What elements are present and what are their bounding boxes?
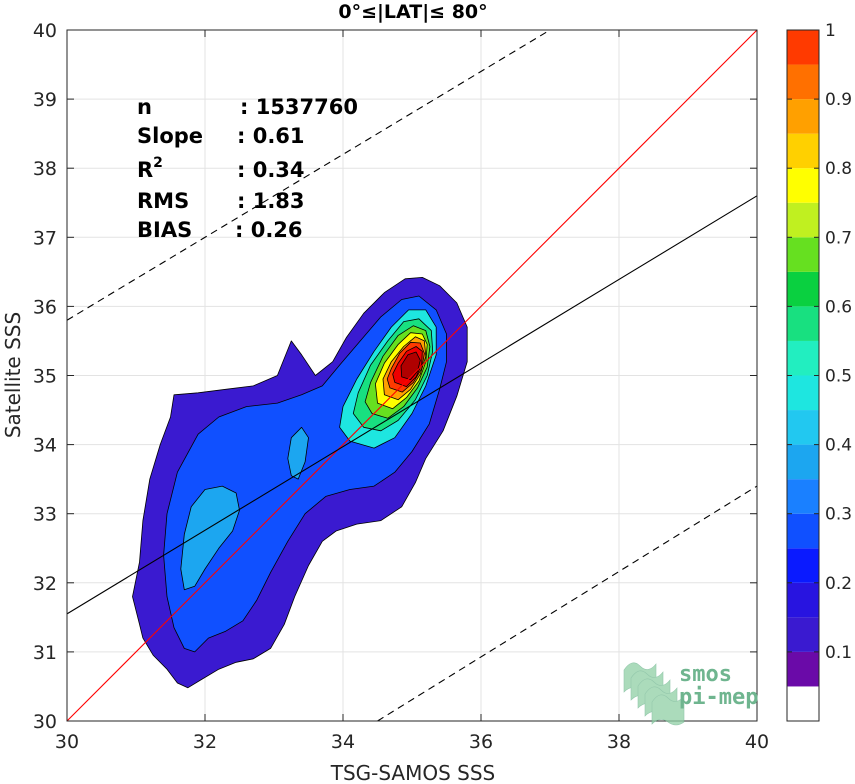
y-tick-label: 37 <box>33 227 57 249</box>
stat-value: : 0.61 <box>237 124 305 148</box>
density-contour <box>287 426 309 480</box>
colorbar-segment <box>787 686 819 721</box>
y-tick-labels: 30 31 32 33 34 35 36 37 38 39 40 <box>33 20 57 733</box>
colorbar-segment <box>787 340 819 376</box>
colorbar-segment <box>787 271 819 307</box>
colorbar-segment <box>787 168 819 203</box>
y-tick-label: 33 <box>33 504 57 526</box>
colorbar-tick-label: 0.3 <box>825 505 852 525</box>
x-tick-label: 34 <box>331 731 355 753</box>
x-tick-label: 30 <box>55 731 79 753</box>
colorbar-segment <box>787 617 819 652</box>
y-tick-label: 35 <box>33 366 57 388</box>
stat-value: : 1.83 <box>237 189 305 213</box>
colorbar-segment <box>787 444 819 480</box>
colorbar-tick-label: 0.4 <box>825 436 852 456</box>
density-contours <box>132 276 468 689</box>
y-tick-label: 30 <box>33 711 57 733</box>
colorbar-segment <box>787 548 819 583</box>
colorbar-tick-label: 0.8 <box>825 159 852 179</box>
plot-frame <box>66 29 758 722</box>
colorbar-segment <box>787 651 819 687</box>
y-tick-label: 40 <box>33 20 57 42</box>
one-to-one-line <box>66 29 758 722</box>
colorbar-tick-label: 0.6 <box>825 297 852 317</box>
chart-title: 0°≤|LAT|≤ 80° <box>338 1 487 23</box>
colorbar-segment <box>787 513 819 549</box>
y-tick-label: 38 <box>33 158 57 180</box>
colorbar-segment <box>787 30 819 65</box>
y-tick-label: 34 <box>33 435 57 457</box>
x-tick-label: 32 <box>193 731 217 753</box>
colorbar-segment <box>787 133 819 169</box>
y-tick-label: 36 <box>33 296 57 318</box>
stat-superscript: 2 <box>153 155 163 171</box>
stat-value: : 0.34 <box>237 158 305 182</box>
stat-value: : 0.26 <box>235 218 303 242</box>
upper-bound-line <box>66 29 551 321</box>
logo-wave-icon <box>623 662 685 726</box>
stat-label: RMS <box>137 189 189 213</box>
x-tick-label: 40 <box>745 731 769 753</box>
colorbar-tick-label: 0.7 <box>825 228 852 248</box>
colorbar-segment <box>787 237 819 272</box>
colorbar-segment <box>787 306 819 341</box>
x-axis-label: TSG-SAMOS SSS <box>330 761 496 784</box>
lower-bound-line <box>377 485 758 722</box>
colorbar: 0.1 0.2 0.3 0.4 0.5 0.6 0.7 0.8 0.9 1 <box>786 21 852 722</box>
reference-lines <box>66 29 758 722</box>
density-contour <box>180 485 240 591</box>
colorbar-tick-label: 0.2 <box>825 574 852 594</box>
stat-label: BIAS <box>137 218 192 242</box>
logo-wave-shape <box>651 694 685 726</box>
colorbar-tick-label: 0.5 <box>825 367 852 387</box>
colorbar-segment <box>787 99 819 134</box>
x-tick-labels: 30 32 34 36 38 40 <box>55 731 769 753</box>
stat-label: R2 <box>137 155 163 182</box>
colorbar-tick-label: 1 <box>825 21 836 41</box>
y-axis-label: Satellite SSS <box>1 312 25 438</box>
colorbar-segment <box>787 64 819 100</box>
colorbar-segment <box>787 202 819 238</box>
x-tick-label: 36 <box>469 731 493 753</box>
colorbar-segment <box>787 375 819 411</box>
regression-line <box>66 195 758 615</box>
stat-value: : 1537760 <box>240 95 358 119</box>
colorbar-tick-label: 0.9 <box>825 90 852 110</box>
stat-label: n <box>137 95 152 119</box>
colorbar-segment <box>787 479 819 514</box>
colorbar-segment <box>787 582 819 618</box>
colorbar-segment <box>787 410 819 445</box>
y-tick-label: 39 <box>33 89 57 111</box>
stat-label: Slope <box>137 124 203 148</box>
y-tick-label: 32 <box>33 573 57 595</box>
x-tick-label: 38 <box>607 731 631 753</box>
logo-text-line2: pi-mep <box>679 685 758 710</box>
colorbar-tick-label: 0.1 <box>825 643 852 663</box>
y-tick-label: 31 <box>33 642 57 664</box>
logo-text-line1: smos <box>679 662 732 687</box>
